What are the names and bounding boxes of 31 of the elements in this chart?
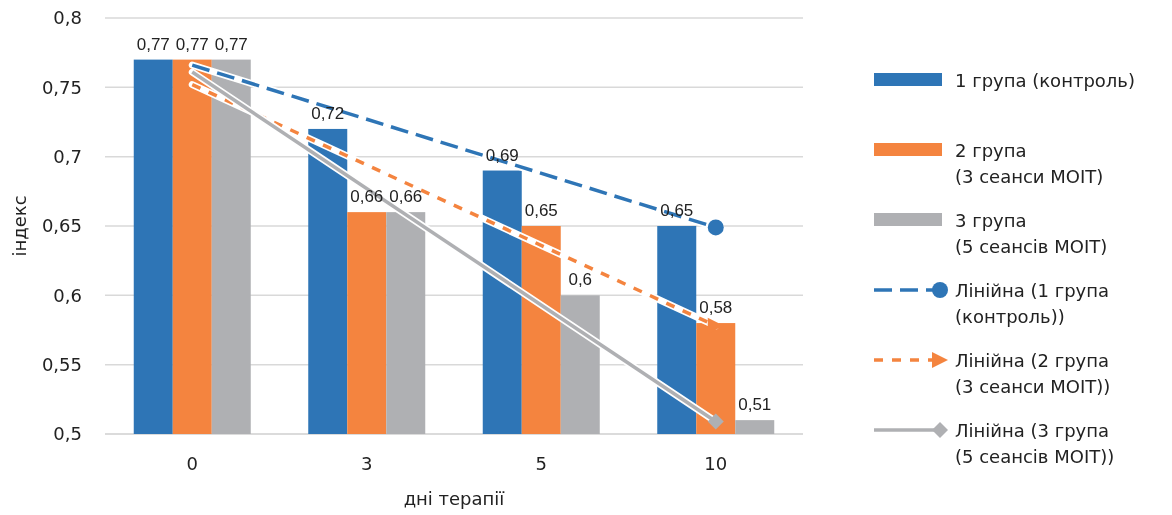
x-tick-label: 5 xyxy=(535,453,547,474)
legend-label: 2 група (3 сеанси MOIT) xyxy=(955,140,1104,187)
y-tick-label: 0,55 xyxy=(41,353,82,375)
data-label: 0,77 xyxy=(214,34,248,54)
y-tick-label: 0,65 xyxy=(41,215,82,237)
y-tick-label: 0,75 xyxy=(41,76,82,98)
x-axis-title: дні терапії xyxy=(403,488,506,509)
data-label: 0,51 xyxy=(738,395,772,415)
y-tick-label: 0,6 xyxy=(53,284,82,306)
data-label: 0,72 xyxy=(311,103,345,123)
data-label: 0,77 xyxy=(136,34,170,54)
data-label: 0,69 xyxy=(485,145,519,165)
x-tick-label: 0 xyxy=(186,453,198,474)
data-label: 0,6 xyxy=(568,270,593,290)
legend-label: Лінійна (3 група (5 сеансів MOIT)) xyxy=(955,420,1115,467)
data-label: 0,66 xyxy=(389,187,423,207)
legend-label: Лінійна (2 група (3 сеанси MOIT)) xyxy=(955,350,1111,397)
legend-label: Лінійна (1 група (контроль)) xyxy=(955,280,1110,327)
x-tick-label: 10 xyxy=(704,453,728,474)
legend-label: 3 група (5 сеансів MOIT) xyxy=(955,210,1108,257)
x-tick-label: 3 xyxy=(361,453,373,474)
y-tick-label: 0,5 xyxy=(53,423,82,445)
data-label: 0,65 xyxy=(660,201,694,220)
y-tick-label: 0,8 xyxy=(53,7,82,29)
legend-label: 1 група (контроль) xyxy=(955,70,1135,91)
y-axis-title: індекс xyxy=(9,195,30,257)
data-label: 0,65 xyxy=(524,201,558,220)
y-tick-label: 0,7 xyxy=(53,145,82,167)
data-label: 0,66 xyxy=(350,187,384,207)
data-label: 0,77 xyxy=(175,34,209,54)
data-label: 0,58 xyxy=(699,298,733,318)
